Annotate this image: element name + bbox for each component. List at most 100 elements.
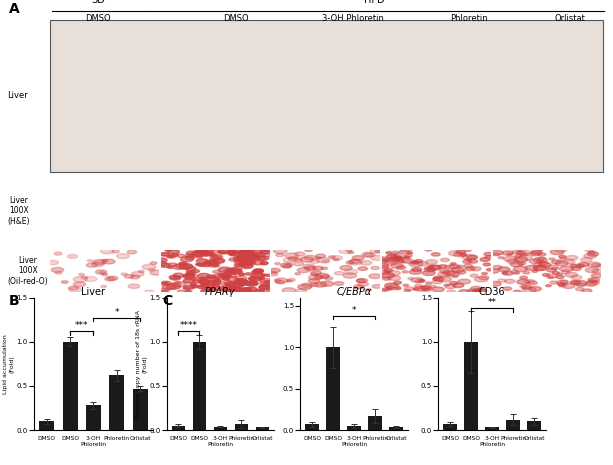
Circle shape — [549, 187, 555, 192]
Circle shape — [252, 260, 264, 265]
Circle shape — [417, 197, 423, 201]
Circle shape — [248, 210, 261, 219]
Circle shape — [185, 266, 196, 271]
Circle shape — [595, 194, 603, 199]
Circle shape — [205, 242, 213, 248]
Circle shape — [552, 267, 558, 270]
Circle shape — [242, 211, 255, 220]
Circle shape — [50, 187, 56, 192]
Circle shape — [372, 285, 382, 288]
Circle shape — [449, 251, 462, 256]
Circle shape — [470, 197, 477, 202]
Circle shape — [295, 258, 302, 261]
Circle shape — [316, 273, 329, 278]
Circle shape — [197, 256, 202, 258]
Bar — [443, 424, 457, 430]
Bar — [464, 342, 478, 430]
Circle shape — [452, 232, 463, 239]
Circle shape — [231, 287, 238, 290]
Circle shape — [592, 263, 600, 267]
Circle shape — [341, 180, 349, 186]
Circle shape — [420, 286, 430, 290]
Circle shape — [243, 175, 255, 183]
Circle shape — [455, 270, 466, 274]
Circle shape — [413, 288, 419, 290]
Circle shape — [281, 206, 291, 213]
Circle shape — [258, 289, 264, 291]
Circle shape — [128, 250, 137, 254]
Circle shape — [520, 212, 526, 216]
Circle shape — [167, 202, 179, 210]
Circle shape — [346, 249, 352, 252]
Circle shape — [538, 176, 549, 184]
Circle shape — [536, 213, 546, 219]
Circle shape — [219, 226, 229, 232]
Circle shape — [470, 274, 478, 277]
Circle shape — [186, 271, 193, 273]
Circle shape — [576, 264, 585, 267]
Circle shape — [543, 273, 550, 276]
Bar — [109, 375, 124, 430]
Circle shape — [592, 200, 598, 204]
Circle shape — [457, 265, 463, 267]
Circle shape — [479, 276, 489, 279]
Circle shape — [224, 235, 232, 240]
Circle shape — [157, 258, 167, 262]
Circle shape — [186, 251, 197, 255]
Circle shape — [192, 179, 203, 186]
Circle shape — [172, 204, 185, 213]
Circle shape — [288, 279, 295, 281]
Circle shape — [576, 287, 584, 291]
Circle shape — [588, 234, 595, 239]
Circle shape — [305, 248, 312, 252]
Circle shape — [222, 216, 230, 221]
Circle shape — [223, 287, 236, 292]
Circle shape — [240, 251, 248, 254]
Circle shape — [240, 262, 252, 266]
Circle shape — [503, 271, 514, 275]
Circle shape — [247, 255, 260, 260]
Circle shape — [142, 264, 156, 270]
Circle shape — [204, 193, 212, 198]
Circle shape — [395, 287, 401, 290]
Circle shape — [388, 257, 399, 261]
Circle shape — [381, 272, 395, 278]
Circle shape — [429, 265, 441, 270]
Circle shape — [497, 240, 503, 245]
Circle shape — [299, 219, 306, 225]
Circle shape — [357, 279, 368, 283]
Circle shape — [193, 278, 200, 281]
Circle shape — [425, 259, 438, 264]
Circle shape — [549, 209, 557, 214]
Circle shape — [531, 243, 540, 249]
Circle shape — [432, 176, 438, 180]
Circle shape — [495, 242, 505, 249]
Circle shape — [166, 212, 173, 217]
Circle shape — [533, 263, 541, 267]
Circle shape — [198, 286, 207, 289]
Bar — [172, 426, 185, 430]
Circle shape — [311, 273, 318, 275]
Circle shape — [484, 198, 492, 203]
Circle shape — [492, 253, 500, 256]
Circle shape — [227, 178, 241, 187]
Circle shape — [533, 266, 546, 271]
Circle shape — [216, 191, 229, 199]
Circle shape — [327, 208, 335, 214]
Circle shape — [220, 208, 231, 216]
Circle shape — [321, 187, 327, 192]
Text: C: C — [162, 294, 173, 308]
Circle shape — [205, 232, 216, 239]
Circle shape — [378, 270, 389, 275]
Circle shape — [353, 189, 364, 196]
Circle shape — [161, 281, 172, 286]
Circle shape — [218, 281, 226, 285]
Circle shape — [262, 221, 273, 229]
Ellipse shape — [93, 72, 120, 89]
Circle shape — [212, 284, 219, 287]
Circle shape — [197, 273, 210, 278]
Circle shape — [220, 274, 228, 277]
Circle shape — [101, 259, 108, 262]
Circle shape — [502, 272, 508, 274]
Circle shape — [465, 267, 475, 271]
